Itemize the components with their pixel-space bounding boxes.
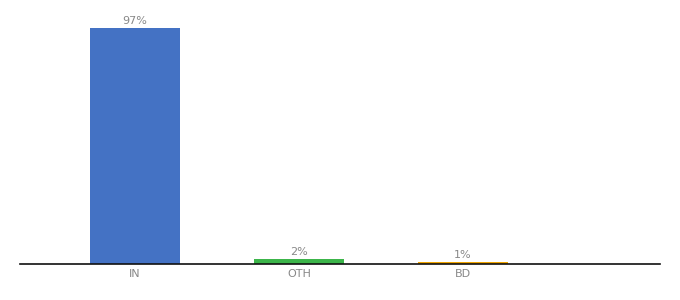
Bar: [90, 28, 180, 264]
Bar: [418, 262, 508, 264]
Text: 2%: 2%: [290, 247, 308, 257]
Text: 97%: 97%: [122, 16, 148, 26]
Text: 1%: 1%: [454, 250, 472, 260]
Bar: [254, 259, 344, 264]
